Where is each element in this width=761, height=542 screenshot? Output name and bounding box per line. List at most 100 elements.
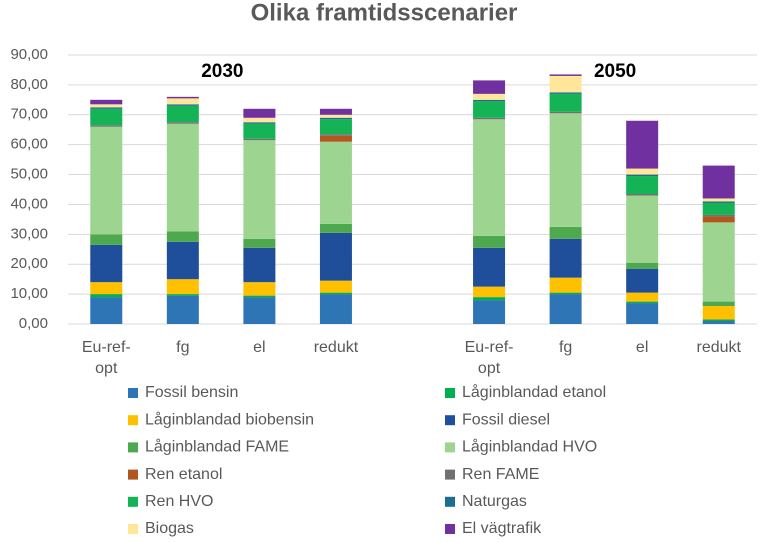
legend-label: Biogas: [145, 520, 194, 537]
bar-segment: [90, 99, 123, 105]
bar-segment: [626, 120, 659, 169]
bar-segment: [243, 108, 276, 118]
bar-segment: [473, 99, 506, 102]
bar-segment: [243, 138, 276, 141]
x-tick-label: el: [253, 339, 266, 356]
bar-segment: [549, 113, 582, 227]
bar-segment: [702, 319, 735, 322]
y-tick-label: 90,00: [10, 46, 48, 63]
legend-label: Ren HVO: [145, 493, 213, 510]
y-tick-label: 10,00: [10, 285, 48, 302]
bar-segment: [166, 105, 199, 123]
legend-label: Fossil bensin: [145, 384, 238, 401]
bar-segment: [473, 93, 506, 100]
annotation: 2030: [201, 61, 243, 82]
legend-swatch: [128, 496, 138, 507]
bar-segment: [90, 126, 123, 235]
bar-segment: [319, 280, 352, 293]
bar-segment: [702, 301, 735, 307]
y-tick-label: 40,00: [10, 195, 48, 212]
legend-swatch: [445, 388, 455, 398]
bar-segment: [243, 238, 276, 248]
bar-segment: [90, 282, 123, 295]
bar-segment: [473, 297, 506, 301]
legend-label: Fossil diesel: [462, 411, 550, 428]
bar-segment: [166, 123, 199, 232]
bar-segment: [549, 74, 582, 76]
bar-segment: [626, 268, 659, 293]
bar-segment: [166, 104, 199, 106]
bar-segment: [473, 235, 506, 248]
bar-segment: [319, 141, 352, 224]
bar-segment: [702, 321, 735, 324]
bar-segment: [319, 117, 352, 120]
bar-segment: [243, 297, 276, 324]
x-tick-label: fg: [558, 339, 573, 356]
legend-label: Ren FAME: [462, 466, 539, 483]
bar-segment: [319, 114, 352, 118]
legend-label: Låginblandad FAME: [145, 438, 289, 456]
bar-segment: [473, 119, 506, 236]
bar-segment: [319, 135, 352, 142]
bar-segment: [549, 93, 582, 112]
bar-segment: [626, 262, 659, 269]
bar-segment: [626, 303, 659, 324]
chart-title: Olika framtidsscenarier: [251, 0, 518, 26]
bar-segment: [319, 232, 352, 281]
bar-segment: [166, 122, 199, 124]
bar-segment: [90, 108, 123, 126]
legend-swatch: [445, 442, 455, 453]
bar-segment: [243, 295, 276, 298]
bar-segment: [549, 294, 582, 324]
bar-segment: [626, 301, 659, 304]
bar-segment: [319, 134, 352, 136]
legend-label: Låginblandad HVO: [462, 438, 597, 456]
bar-segment: [90, 294, 123, 298]
bar-segment: [166, 231, 199, 242]
bar-segment: [626, 168, 659, 175]
bar-segment: [702, 201, 735, 203]
legend-swatch: [445, 469, 455, 480]
bar-segment: [243, 117, 276, 123]
legend-swatch: [445, 496, 455, 507]
x-tick-label: Eu-ref-opt: [464, 339, 514, 377]
bar-segment: [702, 306, 735, 320]
legend-label: Låginblandad biobensin: [145, 410, 314, 428]
bar-segment: [702, 165, 735, 199]
legend-swatch: [128, 524, 138, 534]
legend-swatch: [128, 388, 138, 398]
legend-swatch: [128, 442, 138, 453]
legend-label: Naturgas: [462, 493, 527, 510]
y-tick-label: 0,00: [19, 315, 48, 332]
legend-label: Ren etanol: [145, 466, 222, 483]
y-tick-label: 80,00: [10, 76, 48, 93]
bar-segment: [473, 101, 506, 118]
x-tick-label: fg: [176, 339, 190, 356]
bar-segment: [549, 292, 582, 295]
bar-segment: [473, 80, 506, 94]
bar-segment: [90, 297, 123, 324]
bar-segment: [90, 107, 123, 109]
y-tick-label: 50,00: [10, 166, 48, 183]
bar-segment: [702, 214, 735, 217]
bar-segment: [319, 108, 352, 115]
bar-segment: [549, 92, 582, 94]
bar-segment: [626, 176, 659, 194]
bar-segment: [702, 198, 735, 202]
bar-segment: [166, 295, 199, 324]
legend-swatch: [128, 415, 138, 426]
x-tick-label: redukt: [696, 339, 741, 356]
bar-segment: [166, 96, 199, 99]
x-tick-label: redukt: [313, 339, 359, 356]
bar-segment: [549, 277, 582, 293]
bar-segment: [319, 223, 352, 233]
bar-segment: [626, 292, 659, 302]
bar-segment: [166, 98, 199, 105]
bar-segment: [243, 123, 276, 139]
bar-segment: [319, 119, 352, 135]
bar-segment: [702, 216, 735, 223]
bar-segment: [626, 195, 659, 263]
bar-segment: [319, 292, 352, 295]
